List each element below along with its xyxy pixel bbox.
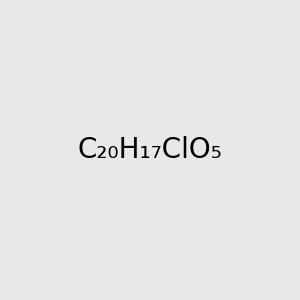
Text: C₂₀H₁₇ClO₅: C₂₀H₁₇ClO₅: [78, 136, 222, 164]
